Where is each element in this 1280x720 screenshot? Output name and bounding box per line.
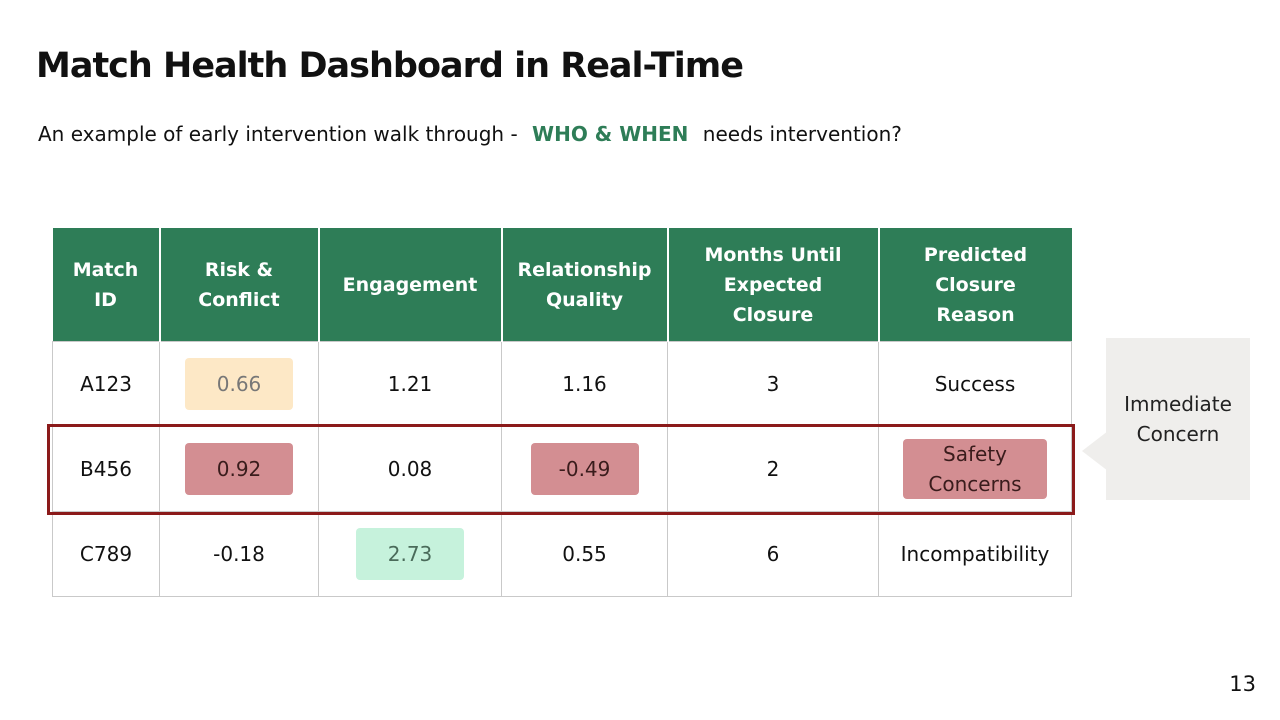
cell-relationship-quality: -0.49	[501, 426, 668, 512]
header-months-until-closure: Months Until Expected Closure	[666, 228, 880, 342]
table-row: B456 0.92 0.08 -0.49 2 Safety Concerns	[52, 426, 1072, 512]
table-header-row: Match ID Risk & Conflict Engagement Relati…	[52, 228, 1072, 342]
cell-risk-conflict: 0.66	[159, 341, 319, 427]
reason-flag-red: Safety Concerns	[903, 439, 1047, 499]
engagement-flag-green: 2.73	[356, 528, 464, 580]
table-row: A123 0.66 1.21 1.16 3 Success	[52, 341, 1072, 427]
callout-line-2: Concern	[1136, 422, 1220, 446]
cell-closure-reason: Incompatibility	[878, 511, 1072, 597]
cell-closure-reason: Success	[878, 341, 1072, 427]
cell-months-until-closure: 6	[667, 511, 879, 597]
cell-engagement: 1.21	[318, 341, 502, 427]
page-number: 13	[1229, 672, 1256, 696]
row-highlight-outline	[47, 424, 1075, 515]
subtitle-highlight: WHO & WHEN	[532, 122, 689, 146]
risk-flag-amber: 0.66	[185, 358, 293, 410]
callout-line-1: Immediate	[1124, 392, 1232, 416]
cell-risk-conflict: -0.18	[159, 511, 319, 597]
callout-pointer	[1082, 431, 1108, 471]
risk-flag-red: 0.92	[185, 443, 293, 495]
subtitle: An example of early intervention walk th…	[38, 122, 902, 146]
subtitle-prefix: An example of early intervention walk th…	[38, 122, 518, 146]
cell-engagement: 0.08	[318, 426, 502, 512]
cell-months-until-closure: 2	[667, 426, 879, 512]
immediate-concern-callout: Immediate Concern	[1106, 338, 1250, 500]
header-relationship-quality: Relationship Quality	[500, 228, 669, 342]
cell-match-id: B456	[52, 426, 160, 512]
quality-flag-red: -0.49	[530, 443, 639, 495]
cell-match-id: A123	[52, 341, 160, 427]
table-row: C789 -0.18 2.73 0.55 6 Incompatibility	[52, 511, 1072, 597]
match-health-table: Match ID Risk & Conflict Engagement Relati…	[52, 228, 1072, 597]
subtitle-suffix: needs intervention?	[702, 122, 902, 146]
cell-months-until-closure: 3	[667, 341, 879, 427]
header-risk-conflict: Risk & Conflict	[158, 228, 320, 342]
cell-match-id: C789	[52, 511, 160, 597]
header-engagement: Engagement	[317, 228, 503, 342]
cell-engagement: 2.73	[318, 511, 502, 597]
cell-relationship-quality: 1.16	[501, 341, 668, 427]
header-predicted-closure-reason: Predicted Closure Reason	[877, 228, 1072, 342]
page-title: Match Health Dashboard in Real-Time	[36, 46, 744, 86]
cell-relationship-quality: 0.55	[501, 511, 668, 597]
cell-closure-reason: Safety Concerns	[878, 426, 1072, 512]
cell-risk-conflict: 0.92	[159, 426, 319, 512]
header-match-id: Match ID	[52, 228, 161, 342]
